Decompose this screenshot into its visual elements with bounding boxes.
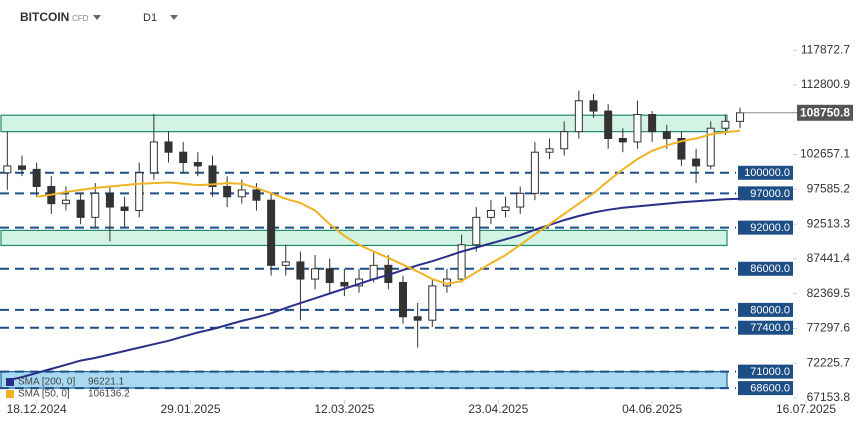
candle-body [604,110,613,139]
candle-body [398,281,407,318]
candle-body [662,131,671,139]
candle-body [589,100,598,112]
level-label: 92000.0 [750,222,790,234]
y-tick-label: 112800.9 [801,77,850,91]
candle-body [281,261,290,266]
y-tick-label: 82369.5 [807,286,851,300]
candle-body [633,114,642,143]
candle-body [340,281,349,287]
level-label: 86000.0 [750,263,790,275]
level-badge [738,261,793,276]
candle-body [369,264,378,280]
candle-body [91,192,100,218]
candle-body [76,199,85,218]
candle-body [545,148,554,153]
candle-body [17,165,26,170]
y-tick-label: 87441.4 [807,251,851,265]
x-tick-label: 29.01.2025 [160,402,220,416]
level-label: 71000.0 [750,366,790,378]
candle-body [193,161,202,167]
timeframe-dropdown[interactable] [170,15,178,20]
legend-swatch [6,390,14,398]
level-badge [738,302,793,317]
candle-body [486,209,495,218]
candle-body [706,127,715,167]
level-badge [738,364,793,379]
symbol-dropdown[interactable] [93,15,101,20]
y-tick-label: 72225.7 [807,355,851,369]
level-badge [738,186,793,201]
sma-line [36,129,741,285]
candle-body [457,244,466,280]
zone [0,229,728,247]
candle-body [648,114,657,133]
candle-body [120,206,129,211]
x-tick-label: 16.07.2025 [776,402,836,416]
level-badge [738,320,793,335]
candle-body [428,285,437,321]
x-tick-label: 04.06.2025 [622,402,682,416]
candle-body [135,172,144,211]
level-badge [738,220,793,235]
candle-body [105,192,114,208]
x-tick-label: 12.03.2025 [314,402,374,416]
level-badge [738,165,793,180]
candle-body [3,165,12,174]
y-tick-label: 67153.8 [807,390,851,404]
candle-body [149,141,158,174]
candle-body [179,151,188,163]
symbol[interactable]: BITCOIN [20,10,69,24]
candle-body [413,316,422,321]
candle-body [516,192,525,208]
sma-line [7,197,741,382]
candle-body [736,112,745,122]
candle-body [560,131,569,150]
candle-body [618,137,627,143]
zone [0,114,728,133]
candle-body [692,158,701,167]
level-label: 97000.0 [750,188,790,200]
candle-body [61,199,70,205]
x-tick-label: 18.12.2024 [7,402,67,416]
current-price-badge [797,104,853,121]
level-label: 77400.0 [750,322,790,334]
y-tick-label: 97585.2 [807,182,851,196]
candle-body [237,189,246,198]
current-price-label: 108750.8 [800,105,850,119]
y-tick-label: 117872.7 [801,42,850,56]
candle-body [311,268,320,280]
candle-body [574,100,583,133]
y-tick-label: 77297.6 [807,321,851,335]
candle-body [32,168,41,187]
legend-value: 96221.1 [88,377,125,388]
candle-body [472,216,481,246]
candle-body [530,151,539,194]
legend-name: SMA [200, 0] [18,377,75,388]
candle-body [252,189,261,201]
level-label: 80000.0 [750,304,790,316]
level-label: 100000.0 [744,167,790,179]
candle-body [223,185,232,198]
candle-body [208,165,217,187]
legend-name: SMA [50, 0] [18,389,70,400]
legend-value: 106136.2 [88,389,130,400]
x-tick-label: 23.04.2025 [468,402,528,416]
legend-swatch [6,378,14,386]
y-tick-label: 92513.3 [807,216,851,230]
y-tick-label: 102657.1 [800,147,850,161]
level-label: 68600.0 [750,382,790,394]
symbol-kind: CFD [72,14,89,23]
candle-body [325,268,334,283]
candle-body [721,120,730,129]
candle-body [164,141,173,153]
candle-body [677,137,686,160]
level-badge [738,381,793,396]
timeframe[interactable]: D1 [143,12,157,24]
candle-body [296,261,305,280]
candle-body [267,199,276,266]
candle-body [501,206,510,211]
